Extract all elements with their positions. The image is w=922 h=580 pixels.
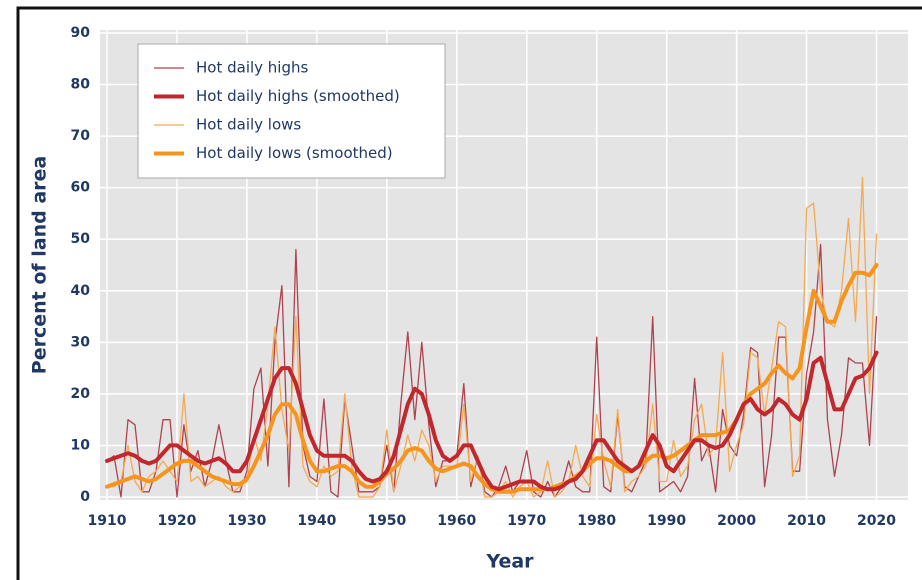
frame bbox=[16, 6, 922, 580]
x-axis-label: Year bbox=[485, 551, 534, 573]
x-tick-label: 1970 bbox=[507, 513, 546, 529]
y-tick-label: 0 bbox=[80, 489, 90, 505]
x-tick-label: 1950 bbox=[367, 513, 406, 529]
y-tick-label: 40 bbox=[71, 283, 91, 299]
y-tick-label: 80 bbox=[71, 77, 91, 93]
x-tick-label: 1940 bbox=[297, 513, 336, 529]
y-axis-label: Percent of land area bbox=[29, 156, 51, 374]
y-tick-label: 60 bbox=[71, 180, 91, 196]
legend-label: Hot daily lows (smoothed) bbox=[196, 144, 393, 162]
x-tick-label: 1980 bbox=[577, 513, 616, 529]
y-tick-label: 50 bbox=[71, 231, 91, 247]
x-tick-label: 2020 bbox=[857, 513, 896, 529]
x-tick-label: 1990 bbox=[647, 513, 686, 529]
series-line bbox=[105, 350, 879, 492]
y-tick-label: 20 bbox=[71, 386, 91, 402]
x-tick-label: 1960 bbox=[437, 513, 476, 529]
x-tick-label: 2000 bbox=[717, 513, 756, 529]
y-tick-label: 30 bbox=[71, 334, 91, 350]
y-tick-label: 10 bbox=[71, 437, 91, 453]
legend-label: Hot daily highs bbox=[196, 59, 309, 77]
series-line bbox=[105, 263, 879, 494]
x-tick-label: 1910 bbox=[88, 513, 127, 529]
series-line bbox=[106, 176, 878, 498]
y-tick-label: 90 bbox=[71, 25, 91, 41]
x-tick-label: 1930 bbox=[227, 513, 266, 529]
x-tick-label: 2010 bbox=[787, 513, 826, 529]
legend-label: Hot daily highs (smoothed) bbox=[196, 87, 400, 105]
y-tick-label: 70 bbox=[71, 128, 91, 144]
legend-box bbox=[137, 43, 446, 179]
legend-label: Hot daily lows bbox=[196, 116, 301, 134]
x-tick-label: 1920 bbox=[157, 513, 196, 529]
